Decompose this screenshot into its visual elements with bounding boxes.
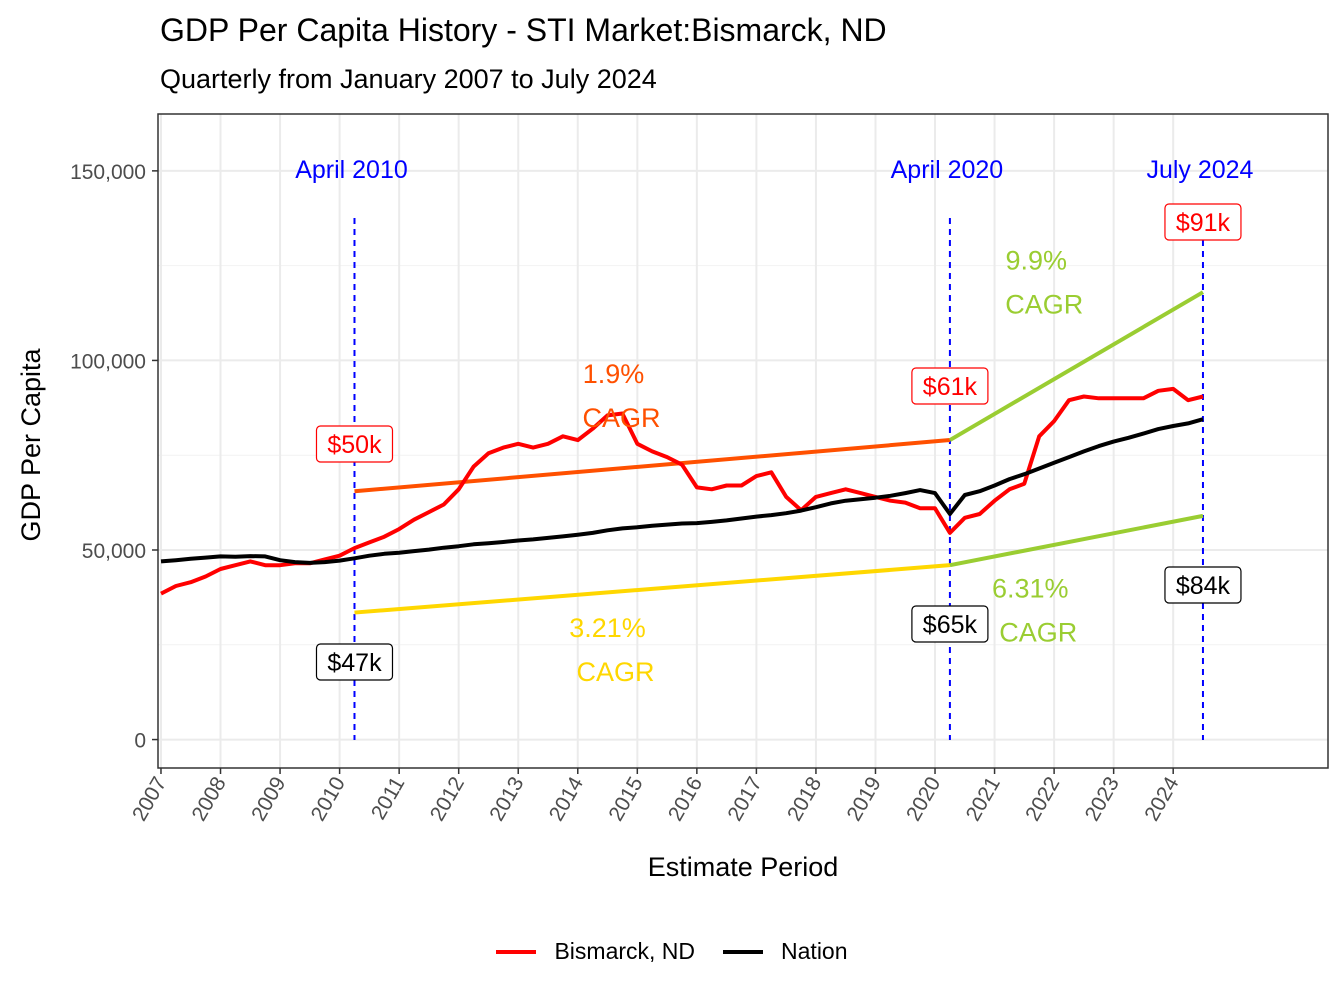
series-line-nation [160, 417, 1204, 565]
legend-swatch-bismarck [496, 949, 537, 954]
cagr-line [354, 438, 951, 494]
event-date-label: April 2020 [891, 156, 1004, 184]
x-tick-label: 2022 [1021, 773, 1064, 825]
x-tick-label: 2018 [783, 773, 826, 825]
event-date-label: July 2024 [1146, 156, 1253, 184]
x-tick-label: 2012 [426, 773, 469, 825]
region-value-label-box [1164, 203, 1242, 241]
region-value-label: $91k [1176, 209, 1231, 237]
series-line-bismarck [160, 386, 1204, 596]
plot-border [157, 113, 1329, 769]
x-tick-label: 2021 [962, 773, 1005, 825]
legend-swatch-nation [723, 949, 764, 954]
chart-title: GDP Per Capita History - STI Market:Bism… [160, 12, 887, 48]
nation-value-label-box [1164, 566, 1242, 604]
cagr-line [949, 513, 1204, 568]
y-tick-label: 0 [134, 730, 146, 753]
chart-legend: Bismarck, ND Nation [0, 938, 1344, 965]
x-tick-label: 2014 [545, 773, 588, 825]
chart-subtitle: Quarterly from January 2007 to July 2024 [160, 64, 657, 94]
x-tick-label: 2010 [307, 773, 350, 825]
nation-value-label: $47k [327, 649, 382, 677]
cagr-rate-label: 1.9% [583, 359, 645, 389]
cagr-line [948, 290, 1204, 442]
x-tick-label: 2008 [188, 773, 231, 825]
cagr-suffix-label: CAGR [999, 617, 1077, 647]
cagr-rate-label: 9.9% [1005, 245, 1067, 275]
region-value-label-box [315, 425, 394, 463]
event-date-label: April 2010 [295, 156, 408, 184]
legend-label-nation: Nation [781, 938, 848, 964]
cagr-line [354, 563, 951, 615]
x-tick-label: 2011 [367, 773, 410, 824]
y-tick-label: 100,000 [70, 350, 146, 373]
x-tick-label: 2013 [485, 773, 528, 825]
x-tick-label: 2020 [902, 773, 945, 825]
x-axis-title: Estimate Period [648, 852, 839, 882]
region-value-label: $61k [923, 373, 978, 401]
nation-value-label: $84k [1176, 572, 1231, 600]
nation-value-label-box [911, 605, 989, 643]
region-value-label: $50k [327, 431, 382, 459]
x-tick-label: 2007 [128, 773, 171, 825]
x-tick-label: 2024 [1140, 773, 1183, 825]
x-tick-label: 2023 [1081, 773, 1124, 825]
x-tick-label: 2015 [604, 773, 647, 825]
cagr-suffix-label: CAGR [582, 403, 660, 433]
legend-item-bismarck: Bismarck, ND [496, 938, 695, 965]
cagr-rate-label: 6.31% [992, 573, 1069, 603]
x-tick-label: 2017 [723, 773, 766, 825]
x-tick-label: 2016 [664, 773, 707, 825]
x-tick-label: 2009 [247, 773, 290, 825]
legend-label-bismarck: Bismarck, ND [554, 938, 696, 964]
x-tick-label: 2019 [843, 773, 886, 825]
nation-value-label: $65k [923, 611, 978, 639]
y-tick-label: 150,000 [70, 161, 146, 184]
cagr-suffix-label: CAGR [1005, 289, 1083, 319]
nation-value-label-box [315, 643, 394, 681]
cagr-rate-label: 3.21% [569, 613, 646, 643]
cagr-suffix-label: CAGR [577, 657, 655, 687]
region-value-label-box [911, 367, 989, 405]
y-tick-label: 50,000 [82, 540, 146, 563]
legend-item-nation: Nation [723, 938, 848, 965]
y-axis-title: GDP Per Capita [16, 347, 46, 541]
